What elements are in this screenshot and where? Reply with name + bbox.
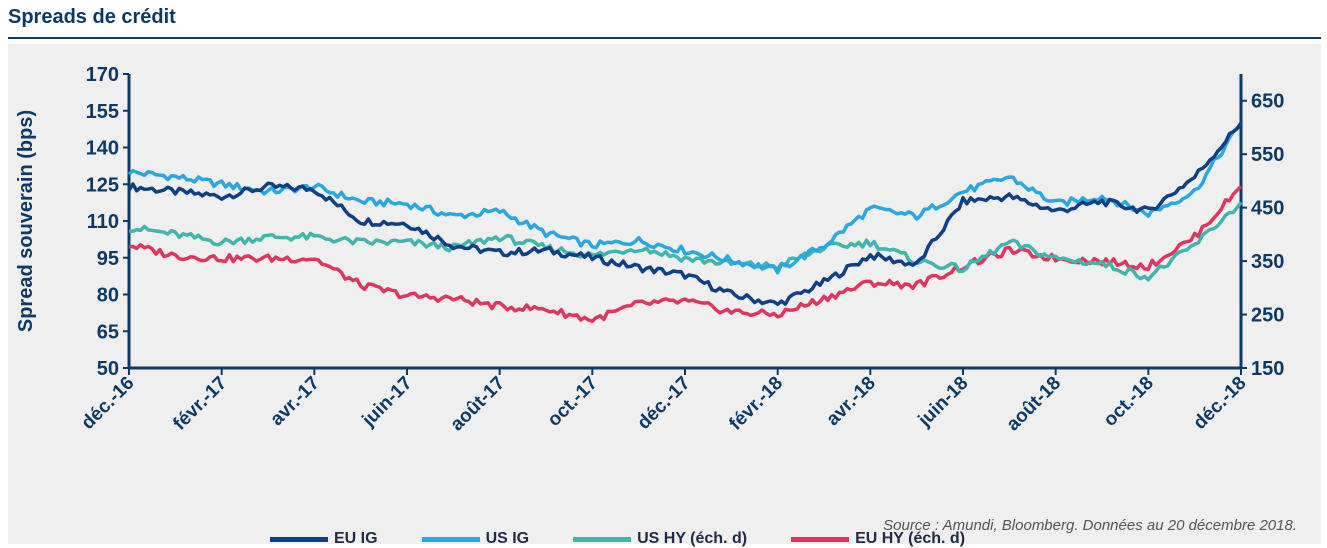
legend-item-us-hy: US HY (éch. d) bbox=[573, 530, 747, 548]
y-tick-label-left: 50 bbox=[97, 358, 119, 380]
title-rule bbox=[8, 37, 1321, 39]
y-tick-label-right: 350 bbox=[1251, 251, 1284, 273]
source-note: Source : Amundi, Bloomberg. Données au 2… bbox=[883, 517, 1297, 534]
legend-label-us-ig: US IG bbox=[485, 530, 530, 547]
x-tick-label: avr.-17 bbox=[266, 373, 323, 430]
y-tick-label-right: 150 bbox=[1251, 358, 1284, 380]
credit-spreads-chart: 50 65 80 95 110 125 140 155 170 150 250 350 450 550 65… bbox=[15, 64, 1284, 436]
y-tick-label-left: 125 bbox=[86, 174, 119, 196]
x-tick-label: oct.-17 bbox=[544, 373, 602, 431]
y-tick-label-left: 140 bbox=[86, 138, 119, 160]
x-tick-label: févr.-17 bbox=[169, 373, 231, 435]
legend-swatch-us-ig bbox=[421, 536, 480, 542]
legend-swatch-us-hy bbox=[573, 536, 632, 542]
legend-label-eu-hy: EU HY (éch. d) bbox=[855, 530, 966, 547]
y-tick-label-left: 170 bbox=[86, 64, 119, 86]
y-tick-label-left: 155 bbox=[86, 101, 119, 123]
x-tick-label: juin-17 bbox=[358, 373, 417, 432]
chart-panel: 50 65 80 95 110 125 140 155 170 150 250 350 450 550 65… bbox=[8, 44, 1321, 547]
series-line-us-ig bbox=[127, 121, 1243, 275]
y-tick-label-left: 95 bbox=[97, 248, 119, 270]
x-tick-label: févr.-18 bbox=[725, 373, 787, 435]
y-axis-title: Spread souverain (bps) bbox=[15, 110, 37, 332]
legend: EU IG US IG US HY (éch. d) EU HY (éch. d… bbox=[270, 530, 1009, 548]
series-line-us-hy-ch-d bbox=[128, 201, 1243, 282]
y-tick-label-right: 650 bbox=[1251, 91, 1284, 113]
x-tick-label: juin-18 bbox=[914, 373, 973, 432]
y-tick-label-right: 450 bbox=[1251, 198, 1284, 220]
x-tick-label: avr.-18 bbox=[822, 373, 879, 430]
legend-item-us-ig: US IG bbox=[421, 530, 530, 548]
legend-item-eu-ig: EU IG bbox=[270, 530, 378, 548]
legend-swatch-eu-ig bbox=[270, 536, 328, 542]
x-tick-label: déc.-17 bbox=[633, 373, 694, 434]
y-tick-label-right: 550 bbox=[1251, 144, 1284, 166]
series-line-eu-hy-ch-d bbox=[128, 185, 1243, 323]
x-tick-label: août-18 bbox=[1003, 373, 1066, 436]
x-tick-label: août-17 bbox=[447, 373, 510, 436]
y-tick-label-left: 80 bbox=[97, 285, 119, 307]
series-lines bbox=[127, 121, 1243, 323]
legend-swatch-eu-hy bbox=[791, 536, 850, 542]
x-tick-label: oct.-18 bbox=[1100, 373, 1158, 431]
legend-label-us-hy: US HY (éch. d) bbox=[637, 530, 748, 547]
y-tick-label-right: 250 bbox=[1251, 305, 1284, 327]
legend-item-eu-hy: EU HY (éch. d) bbox=[791, 530, 965, 548]
x-tick-label: déc.-18 bbox=[1189, 373, 1250, 434]
y-tick-label-left: 65 bbox=[97, 321, 119, 343]
page-title: Spreads de crédit bbox=[8, 6, 176, 28]
x-tick-label: déc.-16 bbox=[77, 373, 138, 434]
y-tick-label-left: 110 bbox=[87, 211, 119, 233]
series-line-eu-ig bbox=[127, 122, 1243, 307]
legend-label-eu-ig: EU IG bbox=[334, 530, 378, 547]
